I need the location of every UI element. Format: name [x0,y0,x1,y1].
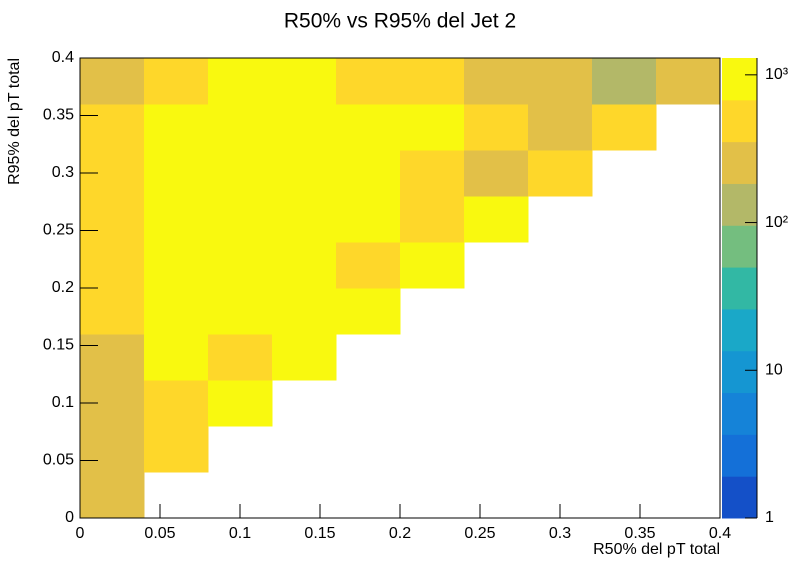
color-bar-band [722,476,757,519]
x-tick-label: 0.25 [464,525,495,542]
color-bar-band [722,267,757,310]
heatmap-cell [464,150,529,197]
heatmap-cell [144,242,209,289]
heatmap-cell [272,104,337,151]
heatmap-cell [656,58,721,105]
heatmap-cell [528,58,593,105]
heatmap-cell [208,104,273,151]
y-tick-label: 0.1 [52,394,74,411]
heatmap-cell [272,58,337,105]
x-tick-label: 0 [76,525,85,542]
x-tick-label: 0.4 [709,525,731,542]
heatmap-cell [208,58,273,105]
heatmap-cell [144,334,209,381]
color-bar-band [722,141,757,184]
heatmap-cell [144,196,209,243]
heatmap-cell [400,104,465,151]
heatmap-cell [400,150,465,197]
heatmap-cell [464,196,529,243]
heatmap-cell [464,104,529,151]
y-tick-label: 0.3 [52,164,74,181]
heatmap-cell [336,196,401,243]
y-tick-label: 0.15 [43,337,74,354]
heatmap-cell [528,150,593,197]
heatmap-cell [336,242,401,289]
heatmap-cell [272,334,337,381]
y-tick-label: 0.2 [52,279,74,296]
color-tick-label: 10² [765,214,789,231]
heatmap-cell [208,288,273,335]
x-axis-label: R50% del pT total [593,541,720,558]
heatmap-cell [144,288,209,335]
heatmap-cell [208,150,273,197]
color-bar-band [722,392,757,435]
heatmap-cell [336,150,401,197]
heatmap-cell [400,242,465,289]
heatmap-cell [80,334,145,381]
heatmap-cell [528,104,593,151]
heatmap-cell [144,104,209,151]
color-tick-label: 1 [765,509,774,526]
heatmap-cell [208,196,273,243]
color-tick-label: 10 [765,361,783,378]
heatmap-cell [80,242,145,289]
color-bar-band [722,434,757,477]
heatmap-cell [336,58,401,105]
heatmap-cell [80,196,145,243]
heatmap-cell [144,426,209,473]
x-tick-label: 0.3 [549,525,571,542]
heatmap-cell [400,196,465,243]
heatmap-cell [80,104,145,151]
heatmap-cell [208,242,273,289]
heatmap-cell [464,58,529,105]
x-tick-label: 0.1 [229,525,251,542]
heatmap-cell [592,58,657,105]
y-axis-label: R95% del pT total [6,58,23,185]
heatmap-cell [144,150,209,197]
heatmap-cell [272,242,337,289]
color-bar-band [722,308,757,352]
heatmap-cell [80,426,145,473]
color-bar-band [722,58,757,101]
x-tick-label: 0.35 [624,525,655,542]
heatmap-cell [272,288,337,335]
y-tick-label: 0.4 [52,49,74,66]
color-bar-band [722,183,757,226]
heatmap-cell [336,104,401,151]
heatmap-cell [272,196,337,243]
heatmap-cell [272,150,337,197]
heatmap-cell [208,334,273,381]
color-bar-band [722,350,757,394]
y-tick-label: 0.35 [43,107,74,124]
color-bar-band [722,225,757,268]
heatmap-cell [400,58,465,105]
x-tick-label: 0.15 [304,525,335,542]
heatmap-cell [144,380,209,427]
heatmap-cell [80,58,145,105]
y-tick-label: 0.05 [43,452,74,469]
heatmap-cell [80,288,145,335]
x-tick-label: 0.05 [144,525,175,542]
heatmap-cell [336,288,401,335]
chart-title: R50% vs R95% del Jet 2 [284,10,516,33]
color-bar-band [722,99,757,143]
heatmap-cell [80,472,145,519]
x-tick-label: 0.2 [389,525,411,542]
y-tick-label: 0.25 [43,222,74,239]
y-tick-label: 0 [65,509,74,526]
heatmap-cell [208,380,273,427]
heatmap-cell [144,58,209,105]
color-tick-label: 10³ [765,66,789,83]
heatmap-cell [592,104,657,151]
